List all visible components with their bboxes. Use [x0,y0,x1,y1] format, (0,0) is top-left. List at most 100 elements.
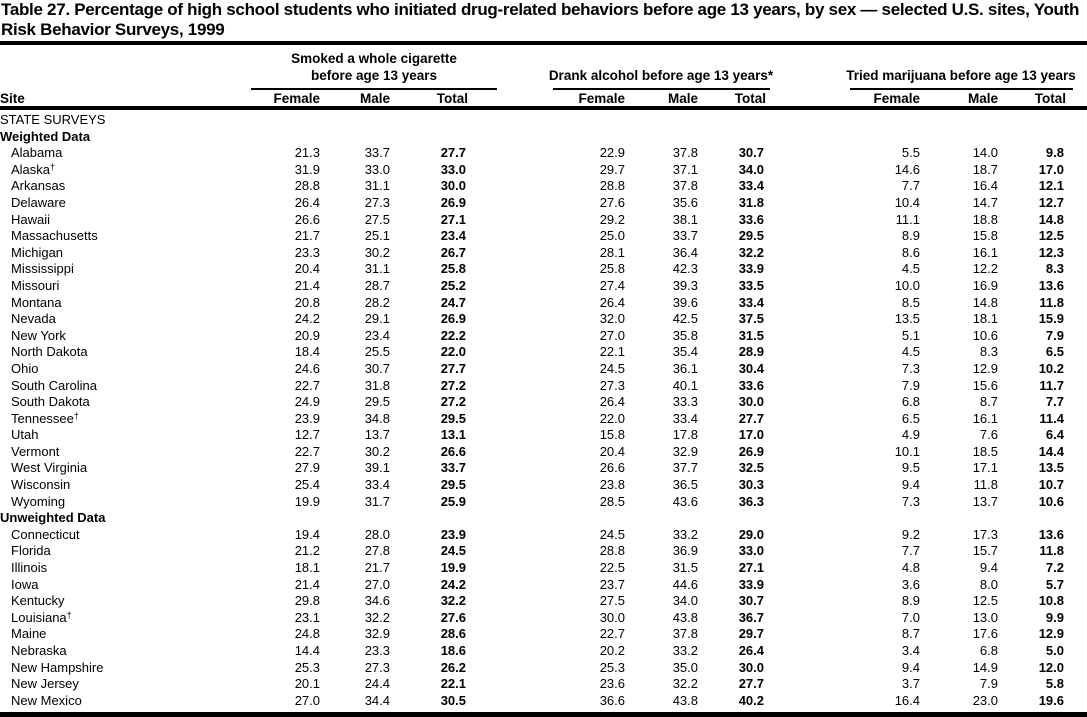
row-padding [1064,162,1087,179]
cigarette-male-cell: 31.1 [364,261,390,277]
cigarette-total-cell: 27.7 [440,360,466,376]
cigarette-female-cell: 25.3 [294,659,320,675]
cigarette-male-cell: 33.4 [364,477,390,493]
marijuana-female-cell: 3.4 [901,643,920,658]
subheader-marijuana-total: Total [1034,91,1066,106]
row-padding [1064,676,1087,693]
table-row: Alaska† 31.9 33.0 33.0 29.7 37.1 34.0 14.6 18.7 1… [0,162,1087,179]
alcohol-female-cell: 23.7 [599,576,625,592]
table-row: Vermont 22.7 30.2 26.6 20.4 32.9 26.9 10.1 18.5 1… [0,444,1087,461]
site-cell: Wyoming [11,493,66,509]
marijuana-female-cell: 8.9 [901,593,920,609]
site-cell: Iowa [11,576,39,592]
row-padding [1064,212,1087,229]
subheader-cigarette-total: Total [436,91,468,106]
table-row: Iowa 21.4 27.0 24.2 23.7 44.6 33.9 3.6 8.0 5.7 [0,577,1087,594]
cigarette-total-cell: 26.7 [440,244,466,260]
marijuana-total-cell: 12.3 [1038,244,1064,260]
cigarette-female-cell: 26.4 [294,194,320,210]
alcohol-total-cell: 33.6 [738,211,764,227]
alcohol-female-cell: 30.0 [599,609,625,625]
marijuana-total-cell: 5.8 [1045,676,1064,692]
marijuana-male-cell: 23.0 [972,692,998,708]
site-cell: New York [11,327,66,343]
alcohol-female-cell: 28.5 [599,493,625,509]
subheader-marijuana-male: Male [967,91,998,106]
marijuana-total-cell: 14.4 [1038,443,1064,459]
marijuana-female-cell: 9.2 [901,526,920,542]
marijuana-total-cell: 8.3 [1045,261,1064,277]
marijuana-male-cell: 6.8 [979,643,998,658]
marijuana-male-cell: 8.0 [979,576,998,592]
alcohol-total-cell: 28.9 [738,344,764,360]
site-cell: Nevada [11,311,56,327]
column-group-alcohol: Drank alcohol before age 13 years* [548,68,774,83]
alcohol-total-cell: 33.5 [738,277,764,293]
table-row: Nevada 24.2 29.1 26.9 32.0 42.5 37.5 13.5 18.1 15… [0,311,1087,328]
cigarette-male-cell: 33.0 [364,161,390,177]
table-row: Arkansas 28.8 31.1 30.0 28.8 37.8 33.4 7.7 16.4 1… [0,178,1087,195]
alcohol-female-cell: 28.1 [599,244,625,260]
marijuana-total-cell: 11.8 [1039,543,1064,559]
alcohol-male-cell: 37.7 [672,460,698,476]
cigarette-female-cell: 23.1 [294,609,320,625]
marijuana-female-cell: 4.5 [901,344,920,360]
table-row: Montana 20.8 28.2 24.7 26.4 39.6 33.4 8.5 14.8 11… [0,295,1087,312]
alcohol-total-cell [698,510,764,527]
site-cell: Illinois [11,560,48,576]
cigarette-male-cell: 29.5 [364,394,390,410]
cigarette-male-cell: 31.7 [364,493,390,509]
marijuana-female-cell: 8.9 [901,228,920,244]
marijuana-male-cell: 8.3 [979,344,998,360]
alcohol-female-cell: 23.8 [599,477,625,493]
alcohol-male-cell: 40.1 [672,377,698,393]
alcohol-female-cell: 29.7 [599,161,625,177]
cigarette-female-cell: 23.9 [294,410,320,426]
table-row: New Hampshire 25.3 27.3 26.2 25.3 35.0 30.0 9.4… [0,660,1087,677]
cigarette-male-cell: 30.2 [364,244,390,260]
cigarette-total-cell: 27.2 [440,394,466,410]
cigarette-female-cell: 20.8 [294,294,320,310]
alcohol-male-cell: 39.3 [672,277,698,293]
marijuana-male-cell: 17.1 [972,460,998,476]
cigarette-female-cell: 21.4 [294,277,320,293]
cigarette-female-cell: 31.9 [294,161,320,177]
alcohol-female-cell: 25.0 [599,228,625,244]
marijuana-male-cell: 18.7 [972,161,998,177]
table-row: Hawaii 26.6 27.5 27.1 29.2 38.1 33.6 11.1 18.8 14… [0,212,1087,229]
site-column-header: Site [0,91,25,106]
row-padding [1064,427,1087,444]
site-cell: Florida [11,543,51,559]
alcohol-male-cell: 42.5 [672,311,698,327]
site-cell: Missouri [11,277,60,293]
alcohol-total-cell: 33.9 [738,261,764,277]
site-cell: South Dakota [11,394,90,410]
cigarette-female-cell: 26.6 [294,211,320,227]
alcohol-male-cell [625,112,698,129]
marijuana-female-cell: 4.9 [901,427,920,443]
alcohol-male-cell: 39.6 [672,294,698,310]
row-padding [1064,328,1087,345]
alcohol-female-cell: 22.1 [599,344,625,360]
marijuana-male-cell: 7.6 [979,427,998,443]
row-padding [1064,344,1087,361]
cigarette-female-cell: 27.9 [294,460,320,476]
alcohol-male-cell: 31.5 [672,560,698,576]
marijuana-female-cell: 7.0 [901,609,920,625]
cigarette-male-cell: 25.5 [364,344,390,360]
section-row: Weighted Data [0,129,1087,146]
cigarette-total-cell: 27.7 [440,145,466,161]
table-row: Utah 12.7 13.7 13.1 15.8 17.8 17.0 4.9 7.6 6.4 [0,427,1087,444]
alcohol-female-cell: 22.5 [599,560,625,576]
table-row: Tennessee† 23.9 34.8 29.5 22.0 33.4 27.7 6.5 16.… [0,411,1087,428]
marijuana-male-cell: 12.5 [972,593,998,609]
alcohol-female-cell: 15.8 [599,427,625,443]
alcohol-total-cell: 32.5 [738,460,764,476]
table-row: Florida 21.2 27.8 24.5 28.8 36.9 33.0 7.7 15.7 11… [0,543,1087,560]
row-padding [1064,245,1087,262]
group-underline-cigarette [251,88,497,90]
cigarette-male-cell: 32.2 [364,609,390,625]
marijuana-male-cell [920,510,998,527]
alcohol-total-cell: 29.7 [738,626,764,642]
alcohol-total-cell: 27.1 [738,560,764,576]
